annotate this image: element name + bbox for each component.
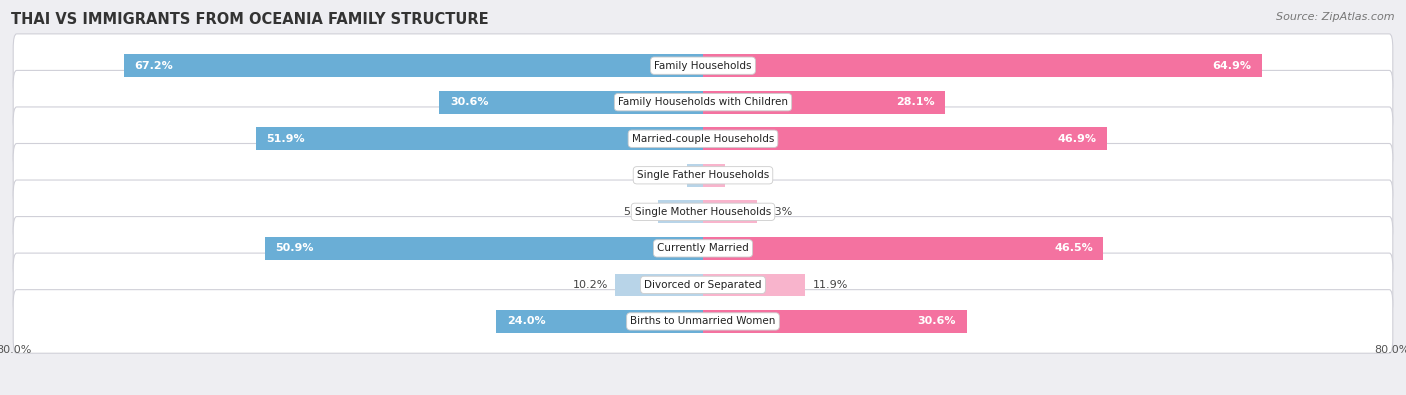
Text: Single Mother Households: Single Mother Households (636, 207, 770, 217)
Text: 67.2%: 67.2% (135, 61, 173, 71)
FancyBboxPatch shape (13, 290, 1393, 353)
Text: 50.9%: 50.9% (276, 243, 314, 253)
Bar (686, 164, 703, 186)
Bar (440, 91, 703, 113)
Text: 1.9%: 1.9% (651, 170, 679, 180)
Text: Source: ZipAtlas.com: Source: ZipAtlas.com (1277, 12, 1395, 22)
FancyBboxPatch shape (13, 180, 1393, 244)
Text: 28.1%: 28.1% (896, 97, 935, 107)
Text: Married-couple Households: Married-couple Households (631, 134, 775, 144)
Bar (703, 274, 806, 296)
Bar (124, 55, 703, 77)
Text: Currently Married: Currently Married (657, 243, 749, 253)
Text: 46.5%: 46.5% (1054, 243, 1092, 253)
Text: 30.6%: 30.6% (918, 316, 956, 326)
Bar (264, 237, 703, 260)
Text: 11.9%: 11.9% (813, 280, 848, 290)
Bar (703, 164, 724, 186)
Bar (703, 55, 1263, 77)
Bar (703, 237, 1104, 260)
Bar (496, 310, 703, 333)
Text: THAI VS IMMIGRANTS FROM OCEANIA FAMILY STRUCTURE: THAI VS IMMIGRANTS FROM OCEANIA FAMILY S… (11, 12, 489, 27)
Text: 46.9%: 46.9% (1057, 134, 1097, 144)
FancyBboxPatch shape (13, 216, 1393, 280)
FancyBboxPatch shape (13, 34, 1393, 98)
FancyBboxPatch shape (13, 107, 1393, 171)
Bar (703, 128, 1107, 150)
Text: Births to Unmarried Women: Births to Unmarried Women (630, 316, 776, 326)
Text: 24.0%: 24.0% (506, 316, 546, 326)
Text: Single Father Households: Single Father Households (637, 170, 769, 180)
Text: 5.2%: 5.2% (623, 207, 651, 217)
Text: 6.3%: 6.3% (763, 207, 793, 217)
Text: Divorced or Separated: Divorced or Separated (644, 280, 762, 290)
Text: 30.6%: 30.6% (450, 97, 488, 107)
Bar (703, 310, 966, 333)
Bar (616, 274, 703, 296)
Bar (256, 128, 703, 150)
FancyBboxPatch shape (13, 70, 1393, 134)
Bar (703, 91, 945, 113)
Bar (703, 201, 758, 223)
FancyBboxPatch shape (13, 143, 1393, 207)
Text: 10.2%: 10.2% (572, 280, 609, 290)
Text: 2.5%: 2.5% (731, 170, 759, 180)
Bar (658, 201, 703, 223)
Text: 64.9%: 64.9% (1212, 61, 1251, 71)
Text: 51.9%: 51.9% (266, 134, 305, 144)
Text: Family Households with Children: Family Households with Children (619, 97, 787, 107)
Text: Family Households: Family Households (654, 61, 752, 71)
Legend: Thai, Immigrants from Oceania: Thai, Immigrants from Oceania (585, 393, 821, 395)
FancyBboxPatch shape (13, 253, 1393, 317)
